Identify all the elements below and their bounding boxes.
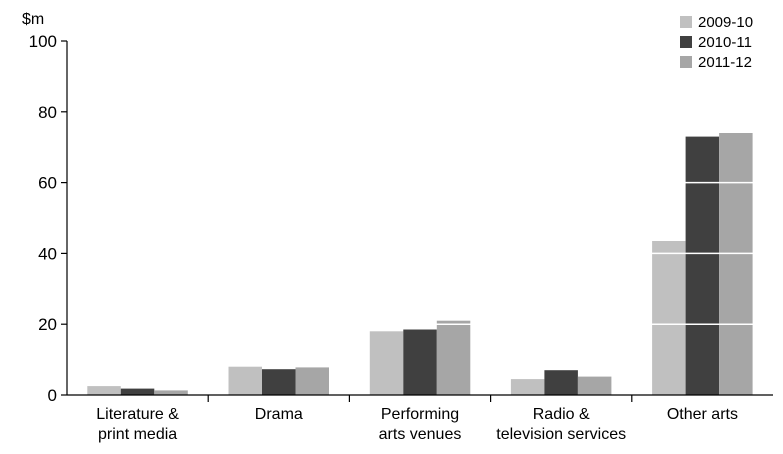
y-tick-label-80: 80 (38, 103, 57, 122)
bar-2009-10-cat2 (369, 331, 404, 395)
legend: 2009-10 2010-11 2011-12 (680, 14, 753, 71)
category-label-line: Radio & (533, 406, 590, 423)
bar-2010-11-cat1 (262, 369, 296, 395)
bar-2010-11-cat0 (120, 388, 155, 395)
bar-2011-12-cat1 (295, 367, 329, 395)
bar-2009-10-cat4 (652, 241, 686, 395)
y-tick-label-60: 60 (38, 174, 57, 193)
bar-2011-12-cat2 (436, 320, 471, 395)
axes-group (66, 41, 773, 402)
category-label-line: print media (98, 426, 177, 443)
y-tick-label-20: 20 (38, 315, 57, 334)
bar-2011-12-cat4 (719, 133, 753, 395)
legend-label-2011-12: 2011-12 (698, 54, 752, 71)
y-unit-label: $m (22, 11, 44, 28)
category-labels-group: Literature & print media Drama Performing ar… (96, 406, 738, 443)
category-label-line: Drama (255, 406, 303, 423)
gridlines-group (67, 40, 773, 325)
category-label-0: Literature & print media (96, 406, 179, 443)
category-label-3: Radio & television services (496, 406, 626, 443)
bar-2011-12-cat0 (154, 390, 188, 395)
bars-group (87, 133, 753, 395)
bar-2010-11-cat4 (685, 136, 720, 395)
category-label-1: Drama (255, 406, 303, 423)
category-label-4: Other arts (667, 406, 738, 423)
y-tick-label-100: 100 (29, 32, 57, 51)
bar-2011-12-cat3 (577, 376, 612, 395)
y-tick-label-0: 0 (48, 386, 57, 405)
category-label-line: Other arts (667, 406, 738, 423)
legend-swatch-2010-11 (680, 36, 692, 48)
category-label-line: Performing (381, 406, 459, 423)
category-label-2: Performing arts venues (379, 406, 462, 443)
bar-2009-10-cat1 (228, 366, 262, 395)
legend-swatch-2011-12 (680, 56, 692, 68)
bar-2010-11-cat2 (403, 329, 437, 395)
category-label-line: television services (496, 426, 626, 443)
y-ticks-group: 0 20 40 60 80 100 (29, 32, 67, 405)
legend-swatch-2009-10 (680, 16, 692, 28)
legend-label-2009-10: 2009-10 (698, 14, 753, 31)
bar-2010-11-cat3 (544, 370, 578, 395)
y-tick-label-40: 40 (38, 244, 57, 263)
category-label-line: Literature & (96, 406, 179, 423)
category-label-line: arts venues (379, 426, 462, 443)
legend-label-2010-11: 2010-11 (698, 34, 752, 51)
bar-2009-10-cat0 (87, 386, 121, 395)
bar-2009-10-cat3 (510, 379, 545, 395)
